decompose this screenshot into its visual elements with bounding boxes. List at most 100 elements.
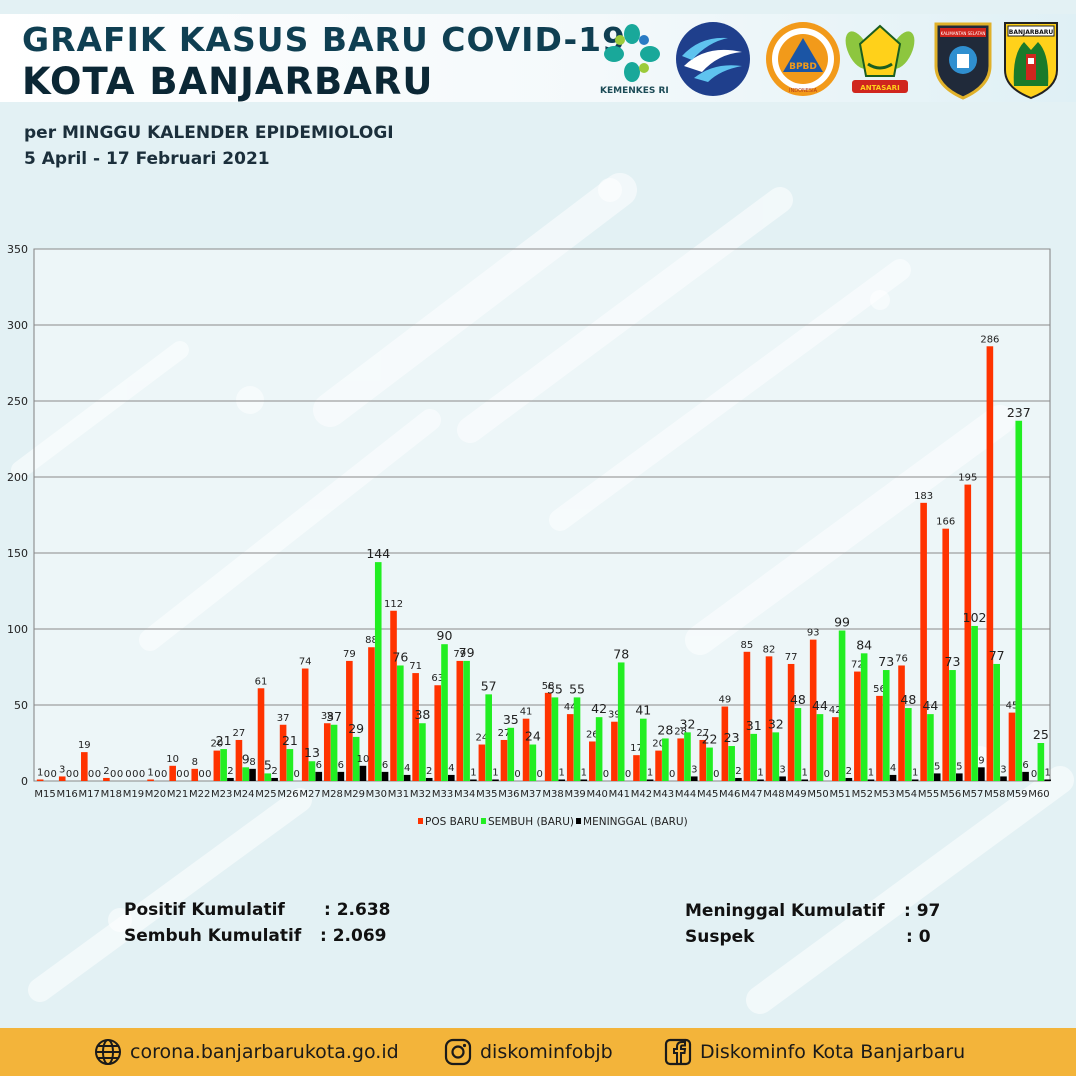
bar-meninggal-baru — [867, 779, 875, 781]
bar-meninggal-baru — [271, 777, 278, 781]
data-label: 1 — [868, 767, 874, 778]
data-label: 2 — [271, 766, 277, 777]
page-title: GRAFIK KASUS BARU COVID-19 — [22, 20, 627, 59]
data-label: 39 — [608, 710, 621, 721]
x-tick-label: M51 — [829, 789, 850, 800]
sembuh-value: : 2.069 — [320, 926, 387, 946]
data-label: 4 — [448, 763, 454, 774]
bar-sembuh-baru — [772, 732, 780, 781]
bar-sembuh-baru — [485, 694, 492, 781]
website-text: corona.banjarbarukota.go.id — [130, 1041, 399, 1063]
bar-meninggal-baru — [337, 771, 345, 781]
bar-pos-baru — [611, 721, 618, 781]
website-link[interactable]: corona.banjarbarukota.go.id — [94, 1038, 399, 1066]
x-tick-label: M44 — [675, 789, 696, 800]
suspek-label: Suspek — [685, 927, 755, 947]
bar-pos-baru — [876, 695, 883, 781]
data-label: 0 — [51, 769, 57, 780]
bar-pos-baru — [346, 660, 353, 781]
data-label: 0 — [536, 769, 542, 780]
bar-pos-baru — [390, 610, 397, 781]
bar-pos-baru — [677, 738, 684, 781]
data-label: 2 — [426, 766, 432, 777]
bar-meninggal-baru — [492, 779, 499, 781]
data-label: 6 — [382, 760, 388, 771]
x-tick-label: M29 — [344, 789, 365, 800]
sembuh-label: Sembuh Kumulatif — [124, 926, 302, 946]
bar-sembuh-baru — [573, 697, 581, 781]
bar-pos-baru — [301, 668, 309, 781]
bar-meninggal-baru — [779, 776, 786, 781]
x-tick-label: M15 — [34, 789, 55, 800]
x-tick-label: M22 — [189, 789, 210, 800]
data-label: 0 — [176, 769, 182, 780]
bar-pos-baru — [412, 673, 419, 781]
data-label: 21 — [282, 733, 298, 748]
data-label: 237 — [1007, 405, 1031, 420]
data-label: 37 — [326, 709, 342, 724]
bar-pos-baru — [964, 484, 972, 781]
bar-meninggal-baru — [249, 768, 256, 781]
data-label: 0 — [1031, 769, 1037, 780]
bar-pos-baru — [456, 660, 464, 781]
data-label: 44 — [564, 702, 577, 713]
data-label: 56 — [873, 684, 886, 695]
bar-sembuh-baru — [993, 663, 1000, 781]
bar-pos-baru — [522, 718, 530, 781]
bar-pos-baru — [765, 656, 773, 781]
data-label: 24 — [525, 729, 541, 744]
data-label: 77 — [785, 652, 798, 663]
data-label: 20 — [210, 739, 223, 750]
x-tick-label: M47 — [741, 789, 762, 800]
x-tick-label: M27 — [299, 789, 320, 800]
data-label: 1 — [802, 767, 808, 778]
bar-meninggal-baru — [735, 777, 742, 781]
data-label: 6 — [1022, 760, 1028, 771]
bar-sembuh-baru — [441, 644, 448, 781]
instagram-link[interactable]: diskominfobjb — [444, 1038, 613, 1066]
x-tick-label: M39 — [564, 789, 585, 800]
data-label: 44 — [922, 698, 938, 713]
date-range: 5 April - 17 Februari 2021 — [24, 149, 270, 169]
bar-sembuh-baru — [639, 718, 647, 781]
data-label: 0 — [117, 769, 123, 780]
bar-pos-baru — [787, 663, 795, 781]
x-tick-label: M48 — [763, 789, 784, 800]
data-label: 3 — [691, 764, 697, 775]
x-tick-label: M28 — [321, 789, 342, 800]
x-tick-label: M49 — [785, 789, 806, 800]
x-tick-label: M20 — [145, 789, 166, 800]
data-label: 72 — [851, 660, 864, 671]
facebook-icon — [664, 1038, 692, 1066]
bar-meninggal-baru — [580, 779, 588, 781]
bar-sembuh-baru — [750, 733, 758, 781]
data-label: 6 — [338, 760, 344, 771]
facebook-link[interactable]: Diskominfo Kota Banjarbaru — [664, 1038, 965, 1066]
bar-pos-baru — [854, 671, 861, 781]
data-label: 4 — [404, 763, 410, 774]
data-label: 25 — [1033, 727, 1049, 742]
data-label: 1 — [757, 767, 763, 778]
bar-meninggal-baru — [801, 779, 808, 781]
bar-sembuh-baru — [706, 747, 713, 781]
data-label: 1 — [1044, 767, 1050, 778]
data-label: 9 — [242, 751, 250, 766]
legend-swatch — [576, 818, 582, 824]
kemenkes-caption: KEMENKES RI — [600, 86, 669, 96]
x-tick-label: M24 — [233, 789, 254, 800]
data-label: 3 — [59, 764, 65, 775]
y-tick-label: 250 — [7, 395, 28, 408]
x-tick-label: M33 — [432, 789, 453, 800]
data-label: 1 — [559, 767, 565, 778]
positif-label: Positif Kumulatif — [124, 900, 285, 920]
x-tick-label: M60 — [1028, 789, 1049, 800]
banjarbaru-logo: BANJARBARU — [1004, 22, 1058, 100]
bar-meninggal-baru — [403, 774, 411, 781]
x-tick-label: M35 — [476, 789, 497, 800]
bar-sembuh-baru — [905, 708, 912, 781]
bar-meninggal-baru — [315, 771, 323, 781]
data-label: 37 — [277, 713, 290, 724]
data-label: 2 — [103, 766, 109, 777]
bar-meninggal-baru — [470, 779, 477, 781]
bar-sembuh-baru — [595, 717, 603, 781]
